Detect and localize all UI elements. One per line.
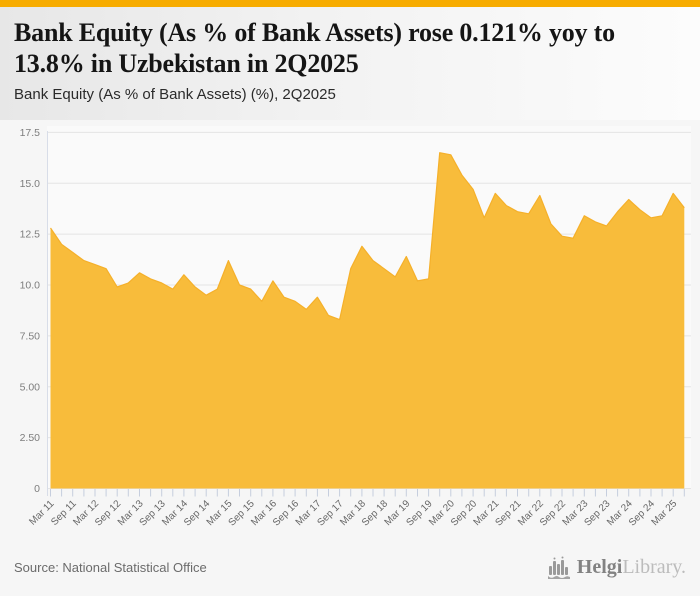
y-tick-label: 7.50: [20, 330, 41, 342]
chart-footer: Source: National Statistical Office Helg…: [0, 545, 700, 596]
x-axis-ticks: [50, 489, 685, 497]
y-tick-label: 15.0: [20, 178, 41, 190]
accent-topbar: [0, 0, 700, 7]
helgi-bars-logo-icon: [547, 556, 570, 579]
brand-name-primary: Helgi: [576, 556, 623, 578]
brand-logo: HelgiLibrary.: [546, 556, 686, 580]
chart-header: Bank Equity (As % of Bank Assets) rose 0…: [0, 7, 700, 120]
brand-name: HelgiLibrary.: [577, 556, 686, 579]
source-note: Source: National Statistical Office: [14, 560, 207, 575]
page-subtitle: Bank Equity (As % of Bank Assets) (%), 2…: [14, 86, 336, 104]
y-tick-label: 17.5: [20, 127, 41, 139]
y-tick-label: 5.00: [20, 381, 41, 393]
brand-name-secondary: Library.: [622, 556, 686, 578]
y-tick-label: 12.5: [20, 229, 41, 241]
page-title: Bank Equity (As % of Bank Assets) rose 0…: [14, 18, 615, 79]
y-tick-label: 0: [34, 483, 40, 495]
y-axis-labels: 0 2.50 5.00 7.50 10.0 12.5 15.0 17.5: [20, 127, 41, 495]
x-tick-label: Mar 25: [650, 498, 680, 528]
chart-area: 0 2.50 5.00 7.50 10.0 12.5 15.0 17.5 Mar 11 Sep 1…: [0, 120, 700, 545]
area-top-line: [50, 152, 685, 321]
area-series: [50, 152, 685, 489]
y-tick-label: 10.0: [20, 280, 41, 292]
area-fill: [50, 152, 685, 489]
y-tick-label: 2.50: [20, 432, 41, 444]
